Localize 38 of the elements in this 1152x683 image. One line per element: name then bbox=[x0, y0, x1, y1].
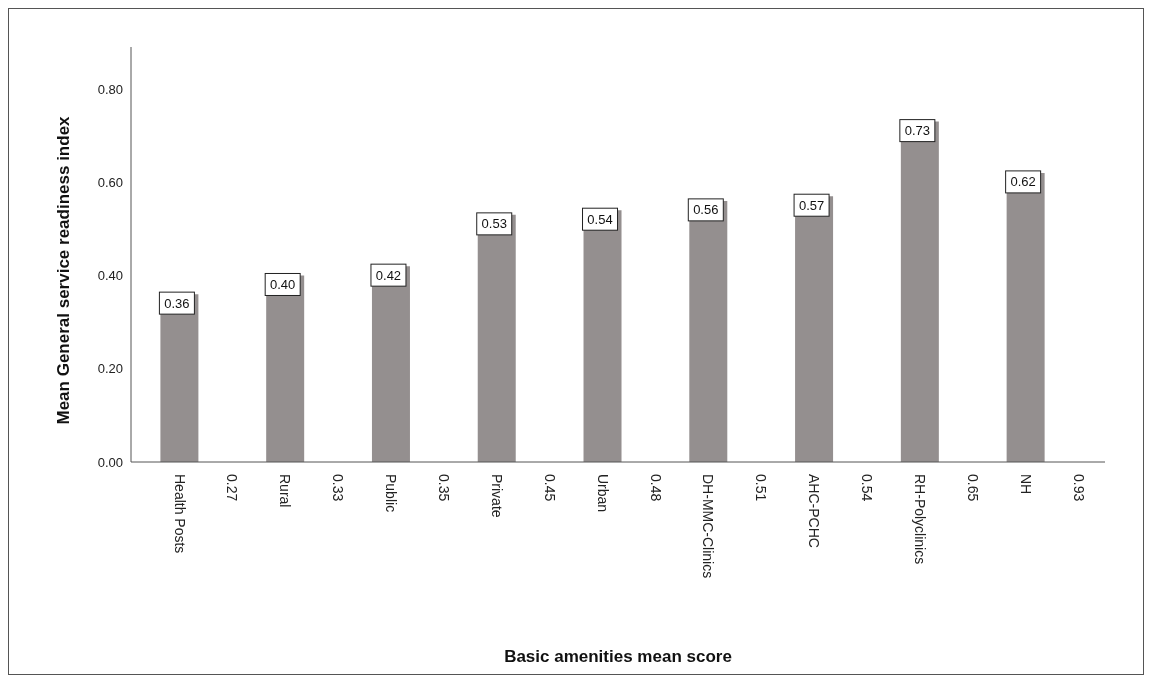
bar bbox=[900, 121, 939, 462]
data-label: 0.36 bbox=[164, 295, 190, 311]
data-label: 0.40 bbox=[270, 277, 296, 293]
y-tick-label: 0.60 bbox=[97, 174, 123, 190]
x-tick-label: AHC-PCHC bbox=[806, 474, 823, 548]
x-tick-label: 0.54 bbox=[859, 474, 876, 502]
data-label: 0.54 bbox=[587, 211, 613, 227]
x-tick-label: 0.51 bbox=[753, 474, 770, 502]
x-tick-label: Health Posts bbox=[171, 474, 188, 554]
y-tick-label: 0.80 bbox=[97, 81, 123, 97]
data-label: 0.53 bbox=[481, 216, 507, 232]
data-label: 0.73 bbox=[904, 123, 931, 139]
y-tick-label: 0.00 bbox=[97, 454, 123, 470]
x-tick-label: 0.45 bbox=[541, 474, 558, 502]
x-tick-label: DH-MMC-Clinics bbox=[700, 474, 717, 579]
y-axis-title: Mean General service readiness index bbox=[54, 115, 74, 425]
x-tick-label: 0.27 bbox=[224, 474, 241, 502]
y-tick-label: 0.40 bbox=[97, 268, 123, 284]
bar bbox=[477, 214, 516, 462]
bar bbox=[689, 200, 728, 462]
x-tick-label: Public bbox=[383, 474, 400, 513]
y-tick-label: 0.20 bbox=[97, 361, 123, 377]
bar bbox=[1006, 172, 1045, 462]
x-tick-label: 0.35 bbox=[435, 474, 452, 502]
x-tick-label: 0.33 bbox=[330, 474, 347, 502]
data-label: 0.42 bbox=[375, 267, 402, 283]
x-tick-label: 0.65 bbox=[964, 474, 981, 502]
x-tick-label: 0.93 bbox=[1070, 474, 1087, 502]
x-tick-label: Private bbox=[488, 474, 505, 518]
data-label: 0.57 bbox=[798, 197, 825, 213]
x-axis-title: Basic amenities mean score bbox=[504, 647, 732, 666]
data-label: 0.56 bbox=[693, 202, 719, 218]
data-label: 0.62 bbox=[1010, 174, 1036, 190]
x-tick-label: Urban bbox=[594, 474, 611, 513]
x-tick-label: Rural bbox=[277, 474, 294, 508]
x-tick-label: NH bbox=[1017, 474, 1034, 495]
x-tick-label: 0.48 bbox=[647, 474, 664, 502]
x-tick-label: RH-Polyclinics bbox=[911, 474, 928, 565]
